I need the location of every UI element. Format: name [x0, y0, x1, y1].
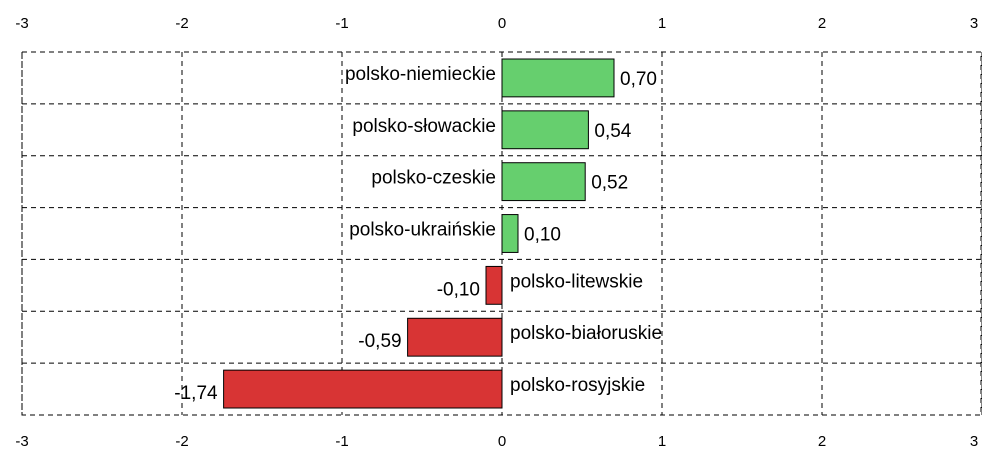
category-label: polsko-rosyjskie: [510, 375, 645, 396]
category-label: polsko-białoruskie: [510, 323, 662, 344]
bar: [501, 162, 586, 202]
x-tick-label: -2: [175, 15, 188, 32]
x-tick-label: 1: [658, 433, 666, 450]
x-tick-label: -2: [175, 433, 188, 450]
category-label: polsko-czeskie: [371, 168, 496, 189]
value-label: -0,59: [358, 331, 401, 352]
value-label: 0,54: [594, 121, 631, 142]
x-tick-label: -1: [335, 15, 348, 32]
x-tick-label: 2: [818, 15, 826, 32]
bar: [407, 317, 503, 357]
x-tick-label: -3: [15, 433, 28, 450]
x-tick-label: 1: [658, 15, 666, 32]
bar: [501, 110, 589, 150]
x-tick-label: 0: [498, 15, 506, 32]
x-tick-label: 2: [818, 433, 826, 450]
value-label: 0,70: [620, 69, 657, 90]
bar: [223, 369, 503, 409]
x-tick-label: 3: [970, 433, 978, 450]
bar: [501, 58, 615, 98]
x-tick-label: 3: [970, 15, 978, 32]
bar: [501, 214, 519, 253]
value-label: 0,52: [591, 173, 628, 194]
x-tick-label: -3: [15, 15, 28, 32]
bar: [485, 265, 503, 305]
x-tick-label: 0: [498, 433, 506, 450]
category-label: polsko-litewskie: [510, 271, 643, 292]
x-tick-label: -1: [335, 433, 348, 450]
value-label: 0,10: [524, 225, 561, 246]
category-label: polsko-ukraińskie: [349, 220, 496, 241]
category-label: polsko-słowackie: [352, 116, 496, 137]
value-label: -0,10: [437, 279, 480, 300]
category-label: polsko-niemieckie: [345, 64, 496, 85]
value-label: -1,74: [174, 383, 218, 404]
